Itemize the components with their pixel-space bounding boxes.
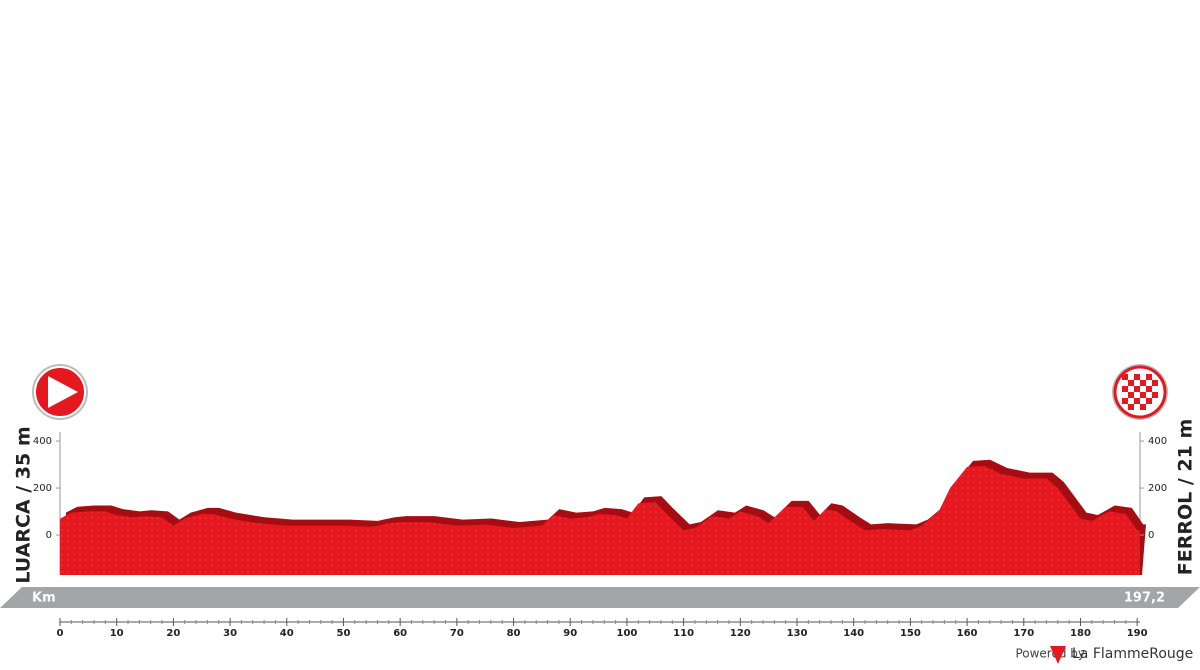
x-tick-label: 50 [337,628,351,639]
x-tick-label: 20 [166,628,180,639]
x-tick-label: 140 [843,628,864,639]
x-tick-label: 70 [450,628,464,639]
x-tick-label: 180 [1070,628,1091,639]
x-tick-label: 120 [730,628,751,639]
x-tick-label: 100 [616,628,637,639]
x-tick-label: 0 [57,628,64,639]
x-tick-label: 150 [900,628,921,639]
x-tick-label: 160 [957,628,978,639]
distance-bar [0,587,1200,608]
footer-brand: La FlammeRouge [1072,646,1193,662]
finish-icon [1112,364,1168,420]
y-tick-label-right: 0 [1148,530,1154,541]
x-axis-label: Km [32,591,56,606]
finish-label: FERROL / 21 m [1175,419,1197,576]
profile-texture [60,465,1140,575]
x-tick-label: 190 [1127,628,1148,639]
total-distance: 197,2 [1124,591,1165,606]
brand-logo [1050,646,1066,664]
x-tick-label: 80 [507,628,521,639]
start-icon [32,364,88,420]
x-tick-label: 90 [563,628,577,639]
x-tick-label: 40 [280,628,294,639]
y-tick-label-left: 200 [33,483,52,494]
x-tick-label: 30 [223,628,237,639]
x-tick-label: 110 [673,628,694,639]
start-label: LUARCA / 35 m [13,426,35,583]
x-tick-label: 60 [393,628,407,639]
footer-powered: Powered by [1015,647,1085,661]
y-tick-label-left: 0 [46,530,52,541]
x-tick-label: 10 [110,628,124,639]
y-tick-label-right: 200 [1148,483,1167,494]
x-tick-label: 130 [787,628,808,639]
y-tick-label-left: 400 [33,436,52,447]
y-tick-label-right: 400 [1148,436,1167,447]
x-tick-label: 170 [1013,628,1034,639]
